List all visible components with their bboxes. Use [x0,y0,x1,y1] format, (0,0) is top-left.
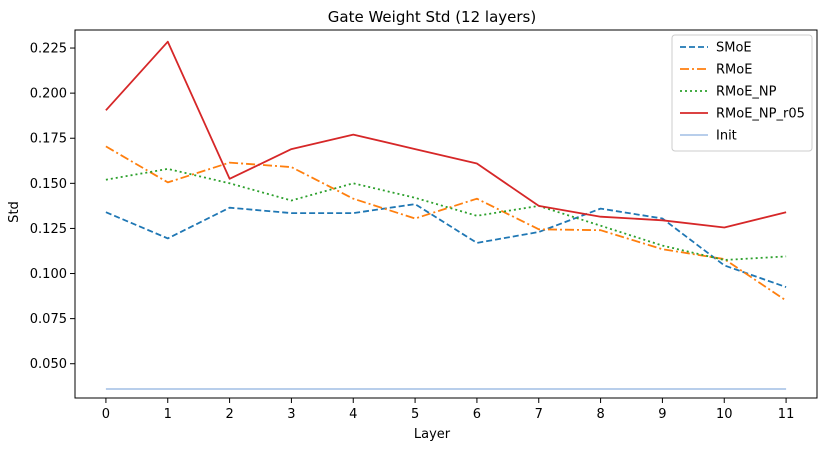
legend-label: RMoE_NP_r05 [716,107,805,122]
legend-label: RMoE [716,63,752,78]
y-tick-label: 0.075 [30,312,67,327]
plot-area [74,29,818,399]
x-axis-label: Layer [414,427,451,442]
series-line-smoe [105,203,787,288]
x-tick-label: 0 [102,407,110,422]
legend: SMoE RMoE RMoE_NP RMoE_NP_r05 Init [671,34,813,152]
x-tick-label: 3 [287,407,295,422]
x-tick-label: 6 [473,407,481,422]
legend-label: RMoE_NP [716,85,777,100]
series-line-rmoe-np [105,167,787,261]
chart-title: Gate Weight Std (12 layers) [328,8,536,26]
y-tick-label: 0.100 [30,267,67,282]
x-tick-label: 5 [411,407,419,422]
series-layer [105,40,787,390]
legend-label: SMoE [716,41,752,56]
x-tick-label: 10 [716,407,733,422]
y-tick-label: 0.175 [30,132,67,147]
series-line-rmoe-np-r05 [105,40,787,229]
x-tick-label: 9 [658,407,666,422]
x-axis-ticks: 0 1 2 3 4 5 6 7 8 9 10 11 [102,398,795,422]
y-tick-label: 0.200 [30,87,67,102]
legend-box [671,34,813,152]
x-tick-label: 1 [164,407,172,422]
y-tick-label: 0.125 [30,222,67,237]
y-tick-label: 0.150 [30,177,67,192]
series-line-rmoe [105,145,787,302]
y-axis-ticks: 0.050 0.075 0.100 0.125 0.150 0.175 0.200 0.225 [30,42,75,372]
plot-frame [74,29,818,399]
x-tick-label: 7 [535,407,543,422]
y-tick-label: 0.225 [30,42,67,57]
x-tick-label: 2 [225,407,233,422]
y-tick-label: 0.050 [30,357,67,372]
x-tick-label: 4 [349,407,357,422]
legend-label: Init [716,129,737,144]
x-tick-label: 11 [778,407,795,422]
x-tick-label: 8 [596,407,604,422]
y-axis-label: Std [7,201,22,223]
